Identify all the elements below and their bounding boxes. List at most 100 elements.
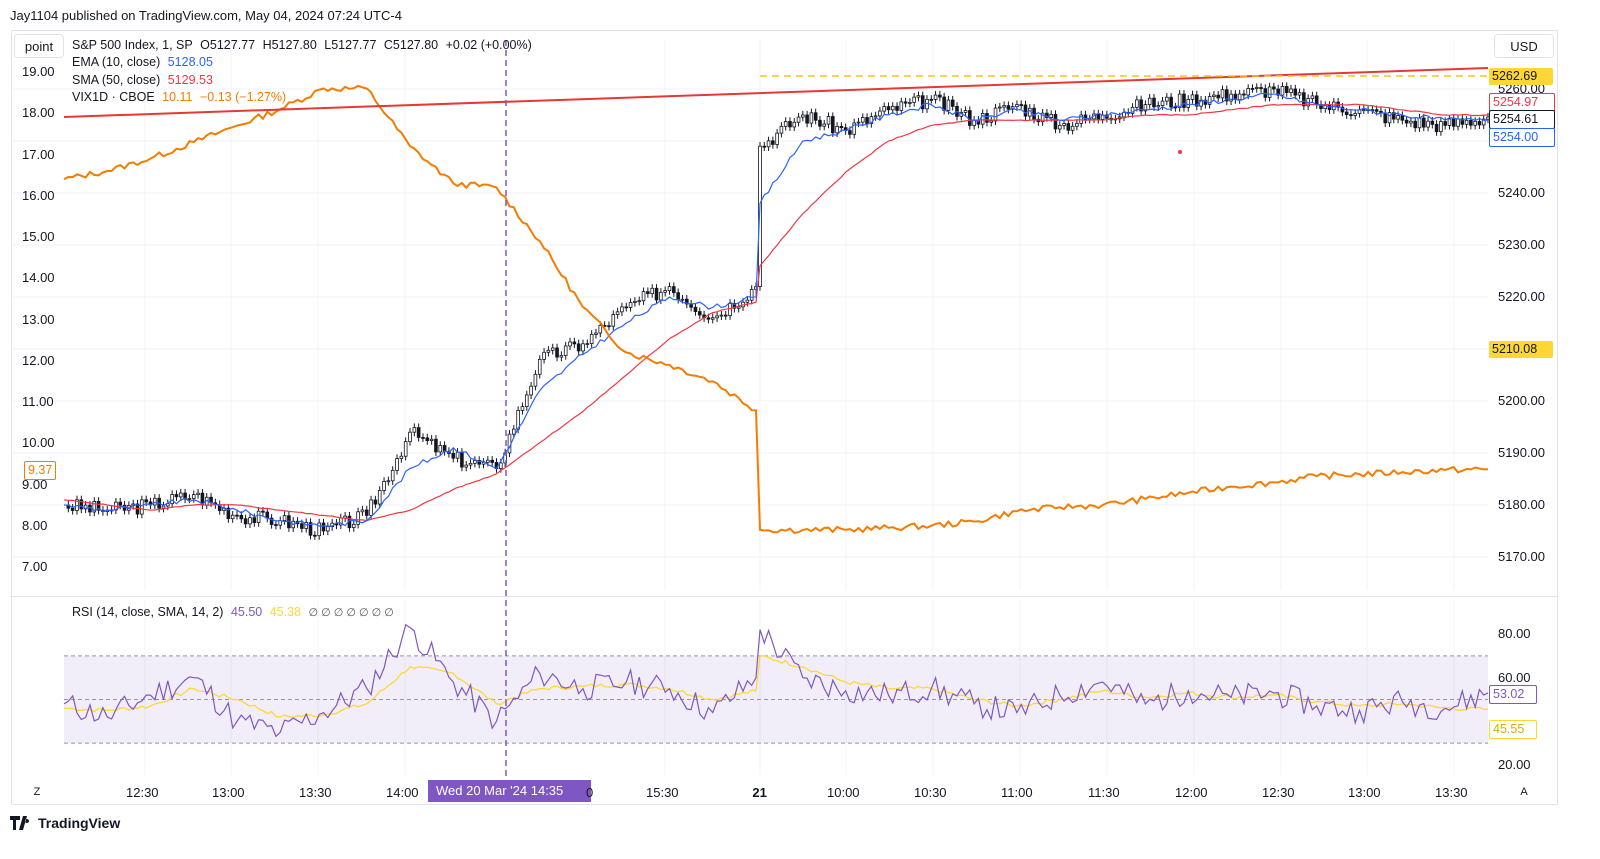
left-axis-tick: 7.00 bbox=[22, 559, 48, 574]
candle-body bbox=[1143, 104, 1148, 112]
left-axis-tick: 8.00 bbox=[22, 517, 48, 533]
candle-body bbox=[989, 120, 994, 123]
ohlc-low: L5127.77 bbox=[324, 38, 377, 52]
candle-body bbox=[929, 98, 934, 101]
candle-body bbox=[1314, 95, 1319, 106]
auto-scale-button[interactable]: A bbox=[1520, 786, 1528, 798]
candle-body bbox=[946, 99, 951, 111]
candle-body bbox=[364, 509, 369, 516]
zoom-button[interactable]: Z bbox=[33, 786, 41, 798]
legend-sma[interactable]: SMA (50, close) 5129.53 bbox=[72, 70, 217, 90]
resistance-tag: 5262.69 bbox=[1489, 68, 1553, 85]
candle-body bbox=[1216, 94, 1221, 99]
publish-line: Jay1104 published on TradingView.com, Ma… bbox=[10, 8, 402, 23]
time-axis-tick: 21 bbox=[752, 785, 767, 800]
left-axis-tick: 15.00 bbox=[22, 229, 55, 244]
candle-body bbox=[938, 94, 942, 98]
candle-body bbox=[70, 507, 75, 511]
candle-body bbox=[822, 123, 827, 127]
candle-body bbox=[239, 515, 244, 520]
candle-body bbox=[230, 514, 235, 520]
candle-body bbox=[715, 315, 719, 319]
candle-body bbox=[594, 332, 598, 335]
candle-body bbox=[685, 298, 689, 305]
candle-body bbox=[196, 492, 200, 496]
candle-body bbox=[637, 300, 642, 303]
candle-body bbox=[507, 433, 512, 454]
candle-body bbox=[676, 292, 680, 300]
candle-body bbox=[628, 302, 633, 308]
time-axis-tick: 14:00 bbox=[386, 785, 419, 800]
candle-body bbox=[1006, 105, 1011, 110]
candle-body bbox=[1040, 112, 1045, 123]
scale-mode-button[interactable]: point bbox=[14, 34, 64, 58]
time-axis-tick: 11:00 bbox=[1001, 785, 1033, 800]
legend-main: S&P 500 Index, 1, SP O5127.77 H5127.80 L… bbox=[72, 35, 536, 55]
candle-body bbox=[1254, 87, 1259, 89]
left-axis-tick: 17.00 bbox=[22, 146, 55, 162]
time-axis-tick: 12:30 bbox=[126, 785, 159, 800]
ema-label: EMA (10, close) bbox=[72, 55, 161, 69]
candle-body bbox=[248, 517, 252, 525]
left-axis-tick: 9.00 bbox=[22, 476, 48, 492]
candle-body bbox=[1045, 112, 1049, 118]
candle-body bbox=[1302, 92, 1306, 107]
candle-body bbox=[533, 373, 538, 387]
candle-body bbox=[1460, 118, 1465, 125]
legend-ema[interactable]: EMA (10, close) 5128.05 bbox=[72, 52, 217, 72]
candle-body bbox=[1023, 104, 1028, 117]
candle-body bbox=[1413, 120, 1418, 129]
candle-body bbox=[390, 469, 395, 482]
legend-rsi[interactable]: RSI (14, close, SMA, 14, 2) 45.50 45.38 … bbox=[72, 602, 398, 623]
candle-body bbox=[1297, 92, 1302, 96]
candle-body bbox=[1083, 114, 1088, 120]
candle-body bbox=[771, 140, 775, 145]
cursor-time-text: Wed 20 Mar '24 14:35 bbox=[436, 783, 564, 798]
legend-vix[interactable]: VIX1D · CBOE 10.11 −0.13 (−1.27%) bbox=[72, 87, 290, 107]
currency-button[interactable]: USD bbox=[1494, 34, 1554, 58]
candle-body bbox=[615, 311, 620, 315]
candle-body bbox=[373, 499, 378, 505]
candle-body bbox=[1147, 97, 1152, 106]
pane-divider[interactable] bbox=[11, 596, 1558, 597]
candle-body bbox=[933, 94, 938, 100]
candle-body bbox=[382, 481, 386, 491]
candle-body bbox=[1237, 93, 1242, 101]
candle-body bbox=[1156, 105, 1161, 108]
right-axis-tick: 5170.00 bbox=[1498, 549, 1545, 564]
rsi-band-layer bbox=[64, 655, 1488, 744]
sma-label: SMA (50, close) bbox=[72, 73, 161, 87]
candle-body bbox=[1421, 117, 1426, 128]
candle-body bbox=[641, 291, 646, 302]
candle-body bbox=[576, 343, 581, 352]
candle-body bbox=[680, 298, 685, 301]
tradingview-logo-icon bbox=[10, 816, 30, 830]
candle-body bbox=[878, 110, 882, 117]
candle-body bbox=[473, 460, 477, 464]
candle-body bbox=[425, 437, 430, 442]
candle-body bbox=[1439, 121, 1443, 133]
candle-body bbox=[950, 99, 955, 107]
candle-body bbox=[581, 343, 585, 352]
candle-body bbox=[1310, 95, 1315, 99]
resistance-trendline bbox=[63, 67, 1489, 118]
candle-body bbox=[1456, 118, 1460, 127]
candle-body bbox=[235, 514, 239, 517]
candle-body bbox=[92, 501, 97, 513]
vix-layer bbox=[63, 84, 1489, 534]
symbol-label[interactable]: S&P 500 Index, 1, SP bbox=[72, 38, 193, 52]
candle-body bbox=[1139, 99, 1143, 112]
tradingview-logo[interactable]: TradingView bbox=[10, 815, 120, 831]
candle-body bbox=[1477, 121, 1482, 126]
candle-body bbox=[775, 132, 779, 145]
candle-body bbox=[963, 110, 968, 113]
sma-value: 5129.53 bbox=[167, 73, 213, 87]
candle-body bbox=[317, 522, 321, 537]
candle-body bbox=[1400, 115, 1405, 121]
candle-body bbox=[1276, 88, 1280, 96]
candle-body bbox=[429, 438, 434, 442]
left-axis-tick: 18.00 bbox=[22, 105, 55, 121]
candle-body bbox=[860, 117, 865, 123]
candle-body bbox=[1362, 109, 1366, 112]
